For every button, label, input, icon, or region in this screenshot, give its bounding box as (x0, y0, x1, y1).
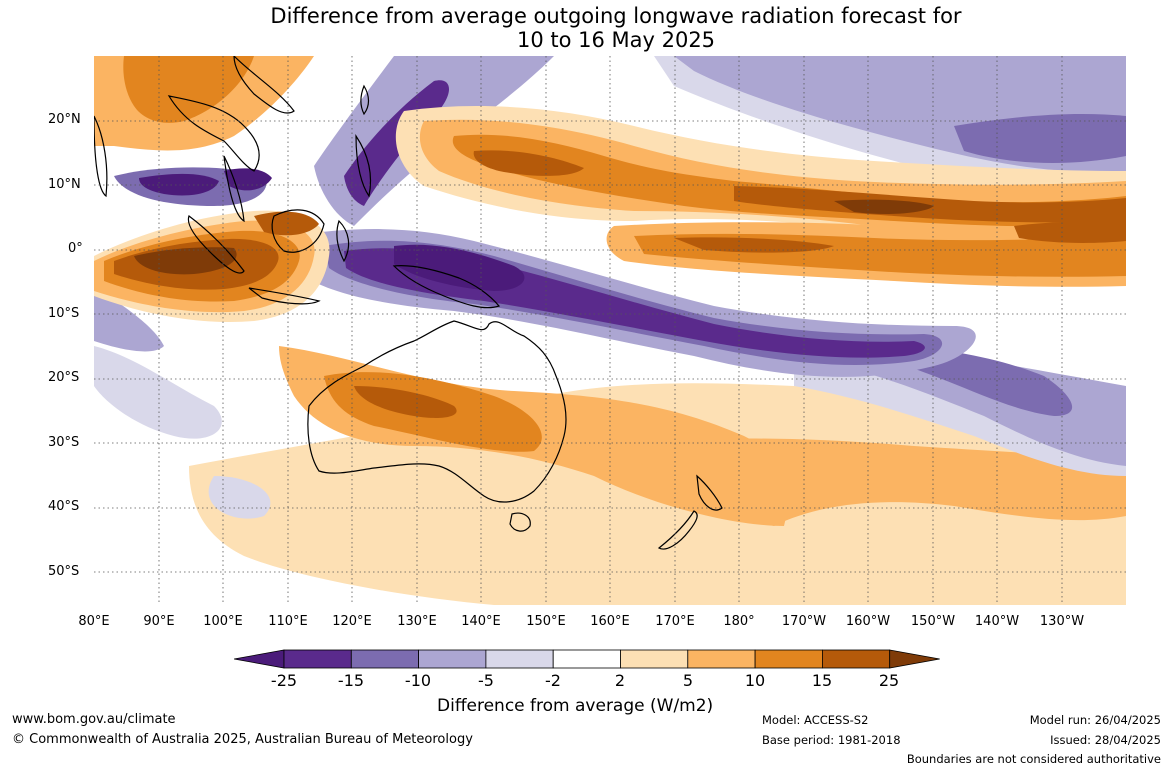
colorbar-tick-label: 25 (878, 671, 900, 690)
colorbar-extend-low (234, 649, 285, 669)
map-canvas (94, 56, 1126, 605)
lon-label-170w: 170°W (781, 614, 827, 629)
lon-label-80e: 80°E (78, 614, 110, 629)
colorbar-tick-label: -25 (270, 671, 298, 690)
anomaly-band-indian-ocean-darkest (134, 247, 237, 275)
lat-label-20n: 20°N (48, 112, 81, 127)
lon-label-130w: 130°W (1039, 614, 1085, 629)
new-zealand-south-coastline (657, 510, 698, 550)
colorbar-tick-label: -5 (478, 671, 494, 690)
colorbar-segment (283, 649, 352, 669)
anomaly-band-indochina-dark (123, 56, 254, 123)
lat-label-0: 0° (68, 241, 83, 256)
olr-anomaly-map (94, 56, 1126, 605)
graticule (94, 56, 1126, 605)
coastlines (94, 56, 723, 550)
new-guinea-coastline (392, 265, 501, 309)
philippines-coastline (355, 134, 372, 198)
borneo-coastline (271, 209, 325, 253)
footer-model-run: Model run: 26/04/2025 (1029, 713, 1161, 727)
colorbar-segment (485, 649, 554, 669)
lon-label-180: 180° (723, 614, 755, 629)
colorbar-segment (687, 649, 756, 669)
anomaly-band-bay-of-bengal-dark (139, 173, 219, 196)
colorbar-segment (350, 649, 420, 669)
colorbar-tick-label: 5 (682, 671, 694, 690)
indochina-coastline (167, 95, 260, 172)
map-title-line-1: Difference from average outgoing longwav… (270, 4, 962, 28)
sulawesi-coastline (336, 219, 350, 263)
anomaly-band-australia-darker (354, 386, 457, 418)
map-title: Difference from average outgoing longwav… (0, 4, 1173, 52)
lat-label-10n: 10°N (48, 177, 81, 192)
anomaly-band-southern-ocean-lavender (208, 476, 271, 519)
china-coastline (233, 56, 295, 114)
anomaly-band-indian-ocean-lavender (94, 346, 222, 439)
lon-label-160e: 160°E (590, 614, 630, 629)
colorbar-tick-label: -10 (404, 671, 432, 690)
anomaly-band-philippine-sea-dark (473, 150, 584, 176)
lat-label-10s: 10°S (48, 306, 80, 321)
java-coastline (248, 287, 321, 305)
lon-label-160w: 160°W (845, 614, 891, 629)
colorbar-segment (620, 649, 689, 669)
footer-copyright: © Commonwealth of Australia 2025, Austra… (12, 732, 473, 747)
footer-issued: Issued: 28/04/2025 (1050, 733, 1161, 747)
new-zealand-north-coastline (696, 474, 723, 511)
colorbar-tick-label: -15 (337, 671, 365, 690)
map-title-line-2: 10 to 16 May 2025 (516, 28, 716, 52)
colorbar-tick-label: 15 (811, 671, 833, 690)
anomaly-band-tasman-orange (614, 438, 1126, 526)
footer-base-period: Base period: 1981-2018 (762, 733, 901, 747)
coastline-overlay (94, 56, 723, 550)
colorbar (234, 649, 940, 669)
malay-peninsula-coastline (223, 155, 245, 223)
footer-model: Model: ACCESS-S2 (762, 713, 869, 727)
lon-label-170e: 170°E (655, 614, 695, 629)
lon-label-100e: 100°E (203, 614, 243, 629)
lon-label-150e: 150°E (526, 614, 566, 629)
colorbar-segment (418, 649, 487, 669)
anomaly-band-central-pacific-darker (1014, 221, 1126, 243)
lon-label-150w: 150°W (910, 614, 956, 629)
anomaly-band-north-subtropics-darkest (834, 199, 934, 214)
lat-label-40s: 40°S (48, 499, 80, 514)
anomaly-band-indian-ocean-lavender-2 (94, 286, 164, 352)
lon-label-120e: 120°E (332, 614, 372, 629)
colorbar-unit-label: Difference from average (W/m2) (437, 696, 714, 716)
colorbar-tick-label: 2 (614, 671, 626, 690)
lon-label-140e: 140°E (461, 614, 501, 629)
anomaly-band-equatorial-pacific-darker (674, 237, 834, 253)
lon-label-90e: 90°E (143, 614, 175, 629)
anomaly-band-spcz-darkest (394, 244, 525, 291)
taiwan-coastline (360, 84, 370, 116)
anomaly-band-maritime-orange (254, 211, 319, 236)
lon-label-130e: 130°E (397, 614, 437, 629)
lat-label-20s: 20°S (48, 370, 80, 385)
lon-label-110e: 110°E (268, 614, 308, 629)
colorbar-tick-label: 10 (744, 671, 766, 690)
colorbar-segment (822, 649, 891, 669)
lon-label-140w: 140°W (974, 614, 1020, 629)
india-coastline (94, 115, 108, 198)
colorbar-extend-high (889, 649, 940, 669)
lat-label-30s: 30°S (48, 435, 80, 450)
tasmania-coastline (509, 512, 531, 532)
lat-label-50s: 50°S (48, 564, 80, 579)
anomaly-band-north-subtropics-darker (734, 186, 1126, 223)
colorbar-tick-label: -2 (545, 671, 561, 690)
colorbar-segment (552, 649, 621, 669)
colorbar-segment (754, 649, 823, 669)
footer-disclaimer: Boundaries are not considered authoritat… (906, 752, 1161, 766)
australia-coastline (307, 320, 567, 503)
footer-website: www.bom.gov.au/climate (12, 712, 176, 727)
sumatra-coastline (187, 215, 245, 274)
